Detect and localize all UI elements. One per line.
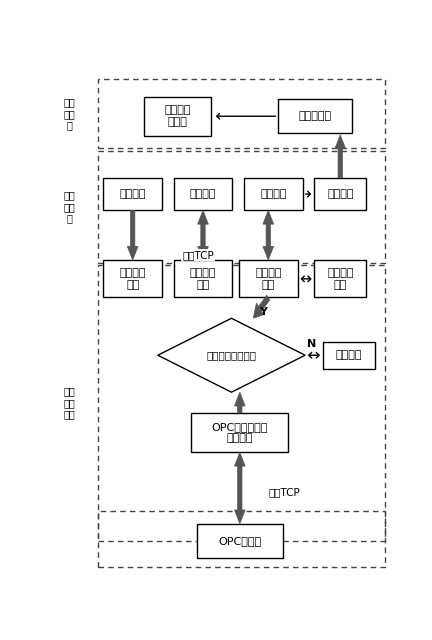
Polygon shape <box>253 295 270 318</box>
Bar <box>314 178 366 210</box>
Bar <box>314 260 366 298</box>
Bar <box>98 265 385 541</box>
Text: 丢弃数据: 丢弃数据 <box>335 350 362 360</box>
Text: 配置工具: 配置工具 <box>119 189 146 199</box>
Text: Y: Y <box>259 307 267 317</box>
Bar <box>103 260 162 298</box>
Bar <box>191 413 289 452</box>
Bar <box>197 524 283 558</box>
Text: 通讯平台: 通讯平台 <box>260 189 286 199</box>
Polygon shape <box>158 318 305 392</box>
Text: 实时
数据
库: 实时 数据 库 <box>63 97 75 131</box>
Text: 运维工具: 运维工具 <box>190 189 216 199</box>
Text: N: N <box>306 339 316 349</box>
Text: 运维管理
模块: 运维管理 模块 <box>190 268 216 290</box>
Text: 缓存数据: 缓存数据 <box>327 189 353 199</box>
Bar <box>98 150 385 263</box>
Bar <box>98 79 385 148</box>
Text: 第一TCP: 第一TCP <box>182 250 214 260</box>
Polygon shape <box>235 452 245 524</box>
Bar <box>244 178 302 210</box>
Bar <box>278 99 352 134</box>
Bar <box>103 178 162 210</box>
Bar <box>174 260 232 298</box>
Polygon shape <box>127 211 138 260</box>
Text: OPC服务器: OPC服务器 <box>218 536 261 546</box>
Text: 通讯
服务
器: 通讯 服务 器 <box>63 190 75 223</box>
Bar <box>239 260 298 298</box>
Text: 第二TCP: 第二TCP <box>268 487 300 497</box>
Text: OPC客户端采集
数据模块: OPC客户端采集 数据模块 <box>212 422 268 444</box>
Text: 数据分析
和显示: 数据分析 和显示 <box>165 106 191 127</box>
Text: 数据
处理
模块: 数据 处理 模块 <box>63 387 75 420</box>
Bar <box>174 178 232 210</box>
Text: 数据发送
模块: 数据发送 模块 <box>255 268 282 290</box>
Polygon shape <box>197 211 208 260</box>
Text: 实时数据库: 实时数据库 <box>299 111 332 121</box>
Text: 判断数据是否有效: 判断数据是否有效 <box>206 350 257 360</box>
Polygon shape <box>235 392 245 413</box>
Polygon shape <box>263 211 273 260</box>
Bar <box>98 511 385 567</box>
Bar <box>323 342 375 369</box>
Polygon shape <box>335 135 346 178</box>
Text: 配置管理
模块: 配置管理 模块 <box>119 268 146 290</box>
Text: 缓存数据
模块: 缓存数据 模块 <box>327 268 353 290</box>
Bar <box>144 97 211 136</box>
